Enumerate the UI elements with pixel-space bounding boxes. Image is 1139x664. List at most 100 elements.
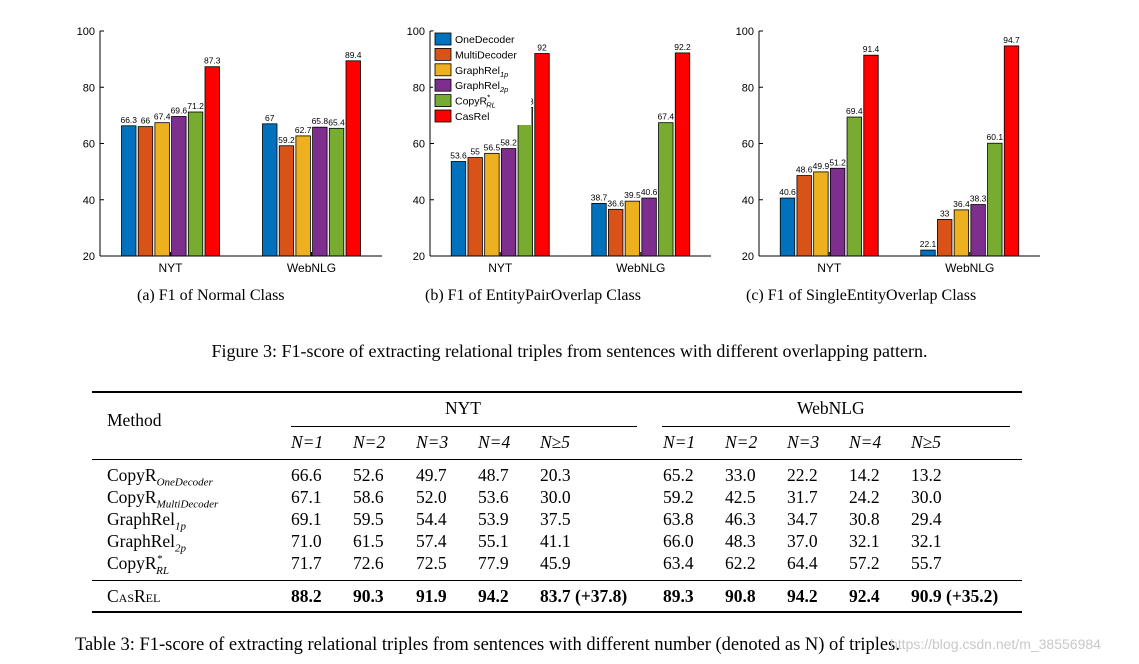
bar-value-label: 87.3 xyxy=(204,56,221,66)
table-top-rule xyxy=(92,391,1022,393)
bar-value-label: 67.4 xyxy=(658,112,675,122)
x-tick-label: WebNLG xyxy=(287,261,336,275)
bar-value-label: 66.3 xyxy=(120,115,137,125)
webnlg-group-header: WebNLG xyxy=(797,398,865,418)
legend-label: MultiDecoder xyxy=(455,49,517,61)
table-cell: 37.0 xyxy=(787,531,818,551)
table-cell-best: 90.9 (+35.2) xyxy=(911,586,999,606)
n-header: N≥5 xyxy=(540,432,571,452)
table-cell: 24.2 xyxy=(849,487,880,507)
bar xyxy=(154,122,170,257)
bar-value-label: 36.4 xyxy=(953,199,970,209)
n-header: N=2 xyxy=(725,432,758,452)
table-cell: 22.2 xyxy=(787,465,818,485)
bar-value-label: 67.4 xyxy=(154,112,171,122)
n-header: N=1 xyxy=(663,432,696,452)
n-header: N=3 xyxy=(787,432,820,452)
table-cell: 57.2 xyxy=(849,553,880,573)
table-cell-best: 90.8 xyxy=(725,586,756,606)
table-cell: 59.5 xyxy=(353,509,384,529)
bar xyxy=(517,107,533,257)
bar xyxy=(796,175,812,257)
method-label: GraphRel1p xyxy=(107,509,187,533)
bar-value-label: 65.8 xyxy=(312,116,329,126)
table-cell: 77.9 xyxy=(478,553,509,573)
table-header-rule xyxy=(92,459,1022,460)
bar-value-label: 49.9 xyxy=(813,161,830,171)
y-tick-label: 60 xyxy=(83,139,95,151)
bar-value-label: 55 xyxy=(470,147,480,157)
bar xyxy=(500,148,517,257)
table-cell: 62.2 xyxy=(725,553,756,573)
table-cell: 63.4 xyxy=(663,553,694,573)
bar-value-label: 62.7 xyxy=(295,125,312,135)
table-cell-best: 94.2 xyxy=(478,586,509,606)
table-cell: 20.3 xyxy=(540,465,571,485)
table-cell: 66.0 xyxy=(663,531,694,551)
bar-value-label: 53.6 xyxy=(450,151,467,161)
bar-value-label: 51.2 xyxy=(829,157,846,167)
bar-value-label: 92.2 xyxy=(674,42,691,52)
table-cell: 52.0 xyxy=(416,487,447,507)
legend-swatch xyxy=(434,78,452,92)
bar-value-label: 22.1 xyxy=(920,239,937,249)
x-tick-label: NYT xyxy=(817,261,842,275)
method-label: GraphRel2p xyxy=(107,531,187,555)
table-cell: 61.5 xyxy=(353,531,384,551)
legend-label: OneDecoder xyxy=(455,34,515,46)
subcaption-a: (a) F1 of Normal Class xyxy=(137,287,285,304)
y-tick-label: 80 xyxy=(413,82,425,94)
bar xyxy=(187,111,204,257)
bar-value-label: 71.2 xyxy=(187,101,204,111)
method-header: Method xyxy=(107,410,162,430)
bar xyxy=(450,161,467,257)
method-label: CopyROneDecoder xyxy=(107,465,213,489)
y-tick-label: 20 xyxy=(413,251,425,263)
table-cell: 72.6 xyxy=(353,553,384,573)
bar xyxy=(846,116,862,257)
table-bottom-rule xyxy=(92,611,1022,613)
bar xyxy=(121,125,137,257)
nyt-group-header: NYT xyxy=(445,398,481,418)
table-cell: 71.0 xyxy=(291,531,322,551)
subcaption-b: (b) F1 of EntityPairOverlap Class xyxy=(425,287,641,304)
bar xyxy=(467,157,483,257)
table-cell: 64.4 xyxy=(787,553,818,573)
table-caption: Table 3: F1-score of extracting relation… xyxy=(75,635,900,655)
table-cell: 41.1 xyxy=(540,531,571,551)
table-cell: 65.2 xyxy=(663,465,694,485)
table-cell: 46.3 xyxy=(725,509,756,529)
n-header: N=4 xyxy=(478,432,511,452)
bar xyxy=(970,204,986,257)
n-header: N=2 xyxy=(353,432,386,452)
table-cell: 59.2 xyxy=(663,487,694,507)
bar xyxy=(345,60,361,257)
table-cell: 55.7 xyxy=(911,553,942,573)
table-cell: 48.3 xyxy=(725,531,756,551)
table-cell: 63.8 xyxy=(663,509,694,529)
n-header: N=4 xyxy=(849,432,882,452)
legend-label: GraphRel2p xyxy=(455,80,508,94)
table-cell: 31.7 xyxy=(787,487,818,507)
table-cell-best: 90.3 xyxy=(353,586,384,606)
y-tick-label: 40 xyxy=(413,195,425,207)
legend-swatch xyxy=(434,94,452,107)
y-tick-label: 100 xyxy=(77,26,95,38)
bar-value-label: 89.4 xyxy=(345,50,362,60)
bar xyxy=(278,145,295,257)
bar-value-label: 69.4 xyxy=(846,106,863,116)
table-cell: 55.1 xyxy=(478,531,509,551)
method-label: CopyRMultiDecoder xyxy=(107,487,219,511)
bar xyxy=(641,197,657,257)
y-tick-label: 20 xyxy=(742,251,754,263)
bar-value-label: 36.6 xyxy=(607,198,624,208)
bar-value-label: 48.6 xyxy=(796,165,813,175)
table-cell: 48.7 xyxy=(478,465,509,485)
subcaption-c: (c) F1 of SingleEntityOverlap Class xyxy=(746,287,977,304)
table-cell: 30.0 xyxy=(540,487,571,507)
method-label-casrel: CasRel xyxy=(107,586,161,606)
table-cell: 30.0 xyxy=(911,487,942,507)
bar xyxy=(624,200,641,257)
method-label: CopyR*RL xyxy=(107,553,169,577)
